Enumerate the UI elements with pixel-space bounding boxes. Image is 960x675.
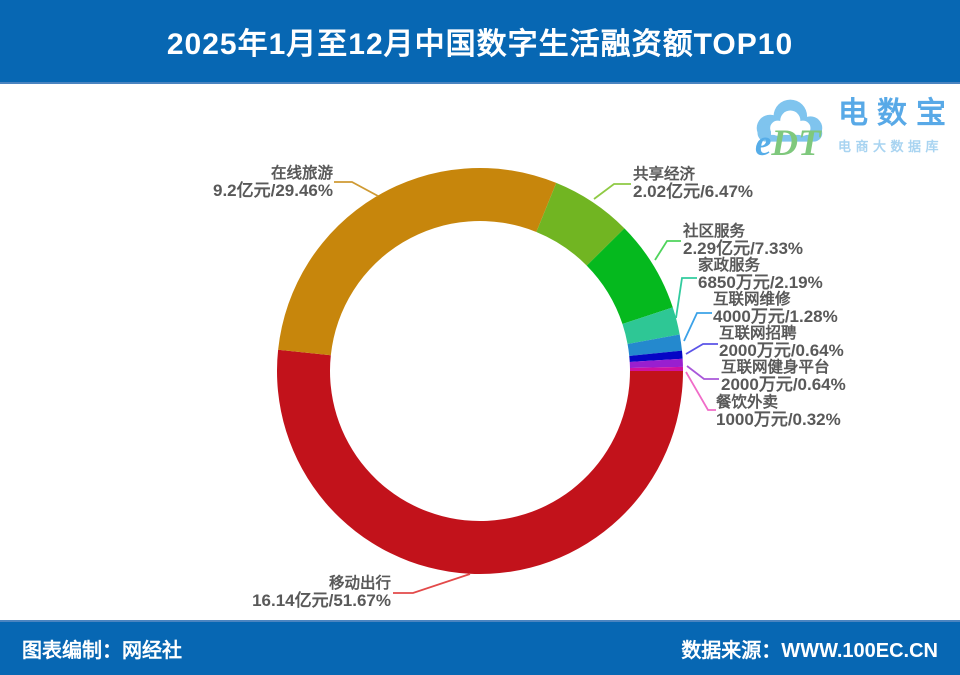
page-title: 2025年1月至12月中国数字生活融资额TOP10 (166, 28, 794, 61)
edt-logo: eDT 电数宝 电商大数据库 (750, 86, 955, 172)
pie-slice-internet-repair[interactable] (627, 334, 682, 356)
leader-line-internet-fitness (686, 365, 719, 380)
pie-slice-mobility[interactable] (276, 349, 683, 575)
logo-name: 电数宝 (838, 97, 955, 130)
pie-slice-sharing-economy[interactable] (536, 182, 625, 266)
pie-slice-food-delivery[interactable] (629, 366, 683, 371)
footer-source: 数据来源：WWW.100EC.CN (681, 640, 938, 662)
pie-slice-community-service[interactable] (586, 228, 673, 325)
leader-line-housekeeping (675, 277, 697, 319)
logo-text-column: 电数宝 电商大数据库 (838, 86, 955, 155)
pie-slice-internet-fitness[interactable] (629, 358, 683, 368)
logo-subtitle: 电商大数据库 (838, 139, 944, 154)
footer-credit: 图表编制：网经社 (22, 640, 182, 662)
leader-line-internet-recruiting (685, 343, 718, 355)
leader-line-community-service (654, 240, 681, 261)
footer-bar: 图表编制：网经社 数据来源：WWW.100EC.CN (0, 620, 960, 675)
leader-line-online-travel (334, 181, 379, 197)
edt-cloud-icon: eDT (755, 99, 823, 163)
pie-slice-internet-recruiting[interactable] (629, 350, 683, 362)
leader-line-sharing-economy (593, 183, 631, 200)
title-bar: 2025年1月至12月中国数字生活融资额TOP10 (0, 0, 960, 84)
leader-line-mobility (393, 573, 471, 594)
pie-slice-online-travel[interactable] (278, 167, 557, 356)
edt-abbr-text: eDT (755, 122, 822, 163)
leader-line-internet-repair (683, 312, 712, 342)
leader-line-food-delivery (685, 371, 716, 411)
pie-slice-housekeeping[interactable] (622, 307, 680, 345)
